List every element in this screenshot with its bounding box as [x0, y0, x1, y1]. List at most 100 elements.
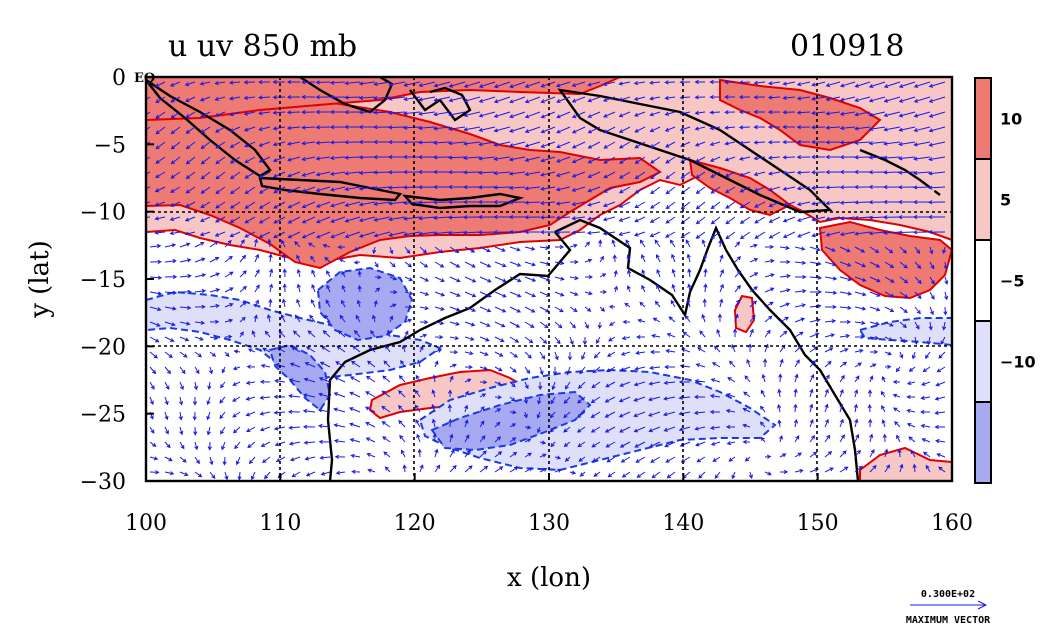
wind-vector: [839, 125, 856, 131]
wind-vector: [571, 216, 586, 221]
wind-vector: [268, 253, 273, 263]
wind-vector: [929, 261, 935, 270]
wind-vector: [854, 200, 871, 205]
wind-vector: [239, 316, 246, 323]
wind-vector: [587, 111, 601, 118]
wind-vector: [634, 216, 646, 223]
wind-vector: [824, 319, 837, 324]
wind-vector: [665, 171, 676, 180]
wind-vector: [811, 96, 826, 101]
wind-vector: [569, 336, 574, 346]
wind-vector: [824, 374, 830, 383]
wind-vector: [287, 171, 301, 178]
wind-vector: [940, 336, 946, 345]
wind-vector: [344, 155, 361, 160]
wind-vector: [449, 363, 457, 368]
wind-vector: [649, 141, 661, 148]
wind-vector: [899, 276, 909, 284]
wind-vector: [288, 393, 301, 399]
wind-vector: [358, 95, 376, 100]
wind-vector: [619, 381, 631, 387]
wind-vector: [579, 471, 586, 477]
wind-vector: [696, 456, 706, 463]
wind-vector: [493, 141, 511, 147]
wind-vector: [634, 111, 646, 117]
wind-vector: [434, 291, 446, 297]
wind-vector: [782, 155, 796, 160]
wind-vector: [928, 141, 946, 147]
wind-vector: [447, 389, 453, 398]
wind-vector: [373, 139, 390, 145]
wind-vector: [764, 329, 771, 338]
wind-vector: [569, 306, 578, 312]
wind-vector: [571, 171, 586, 178]
wind-vector: [567, 351, 573, 361]
wind-vector: [619, 426, 631, 433]
y-tick-label: −15: [80, 268, 126, 293]
wind-vector: [414, 404, 421, 413]
wind-vector: [524, 111, 541, 119]
wind-vector: [753, 80, 766, 85]
wind-vector: [170, 171, 181, 179]
wind-vector: [253, 314, 258, 323]
wind-vector: [206, 426, 211, 436]
wind-vector: [701, 313, 706, 323]
wind-vector: [934, 424, 945, 430]
wind-vector: [725, 424, 736, 430]
wind-vector: [605, 441, 616, 448]
wind-vector: [220, 426, 226, 435]
wind-vector: [479, 393, 487, 398]
wind-vector: [563, 441, 571, 447]
wind-vector: [509, 306, 522, 313]
wind-vector: [868, 184, 885, 190]
wind-vector: [839, 261, 852, 267]
wind-vector: [464, 434, 470, 443]
wind-vector: [897, 230, 916, 235]
wind-vector: [477, 230, 496, 235]
wind-vector: [414, 389, 421, 398]
wind-vector: [315, 186, 331, 193]
wind-vector: [749, 286, 758, 293]
wind-vector: [366, 360, 376, 368]
wind-vector: [224, 239, 232, 248]
wind-vector: [884, 306, 895, 312]
wind-vector: [415, 374, 421, 383]
wind-vector: [738, 125, 751, 130]
wind-vector: [898, 156, 916, 161]
wind-vector: [571, 156, 586, 164]
wind-vector: [179, 258, 192, 263]
wind-vector: [678, 426, 691, 432]
wind-vector: [913, 141, 931, 147]
wind-vector: [584, 258, 593, 263]
colorbar-swatch: [974, 158, 992, 241]
wind-vector: [365, 375, 376, 383]
wind-vector: [608, 304, 616, 309]
wind-vector: [577, 381, 586, 389]
wind-vector: [146, 81, 151, 85]
wind-vector: [554, 260, 565, 266]
wind-vector: [315, 109, 330, 115]
wind-vector: [569, 470, 577, 475]
wind-vector: [324, 314, 331, 323]
wind-vector: [382, 375, 391, 383]
wind-vector: [373, 81, 391, 87]
wind-vector: [433, 126, 451, 131]
wind-vector: [224, 255, 233, 263]
wind-vector: [649, 126, 661, 133]
wind-vector: [604, 426, 616, 433]
wind-vector: [244, 156, 256, 163]
wind-vector: [301, 201, 316, 209]
wind-vector: [825, 140, 841, 145]
wind-vector: [374, 275, 382, 280]
wind-vector: [716, 328, 721, 338]
wind-vector: [258, 95, 271, 100]
wind-vector: [493, 96, 511, 104]
wind-vector: [356, 299, 361, 308]
wind-vector: [678, 379, 690, 385]
wind-vector: [370, 329, 376, 338]
wind-vector: [570, 259, 579, 265]
wind-vector: [319, 455, 331, 460]
wind-vector: [537, 426, 541, 434]
wind-vector: [268, 298, 273, 308]
wind-vector: [727, 377, 736, 383]
